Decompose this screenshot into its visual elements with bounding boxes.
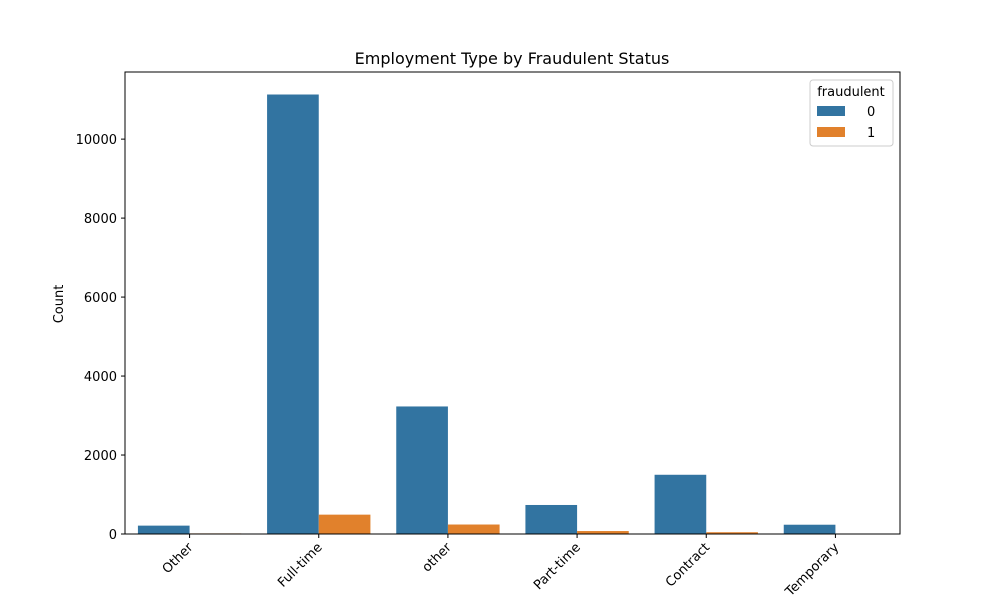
bar-contract-series-1 [706, 532, 758, 534]
x-tick-label: Contract [663, 540, 713, 590]
legend-label-1: 1 [867, 126, 875, 141]
y-tick-label: 2000 [84, 449, 117, 464]
legend-title: fraudulent [817, 85, 885, 100]
bar-other-series-0 [396, 406, 448, 534]
bar-temporary-series-0 [783, 524, 836, 534]
x-tick-label: Temporary [782, 540, 842, 600]
y-tick-label: 10000 [76, 133, 117, 148]
bar-other-series-1 [447, 524, 500, 534]
x-tick-label: Full-time [275, 540, 325, 590]
x-axis: Other Full-time other Part-time Contract Temp… [160, 534, 842, 600]
legend-swatch-1 [817, 127, 845, 137]
legend-swatch-0 [817, 106, 845, 116]
bar-full-time-series-1 [318, 514, 371, 534]
x-tick-label: other [420, 540, 456, 576]
y-tick-label: 0 [109, 528, 117, 543]
bars-group [137, 94, 836, 534]
y-axis-label: Count [52, 285, 67, 324]
y-axis: 0 2000 4000 6000 8000 10000 [76, 133, 125, 543]
x-tick-label: Other [160, 540, 197, 577]
y-tick-label: 6000 [84, 291, 117, 306]
chart-title: Employment Type by Fraudulent Status [355, 49, 670, 68]
bar-full-time-series-0 [267, 94, 319, 534]
legend-label-0: 0 [867, 105, 875, 120]
bar-other-series-0 [137, 525, 190, 534]
bar-part-time-series-0 [525, 504, 578, 534]
legend: fraudulent 0 1 [809, 79, 894, 147]
x-tick-label: Part-time [531, 540, 584, 593]
bar-contract-series-0 [654, 474, 707, 534]
y-tick-label: 4000 [84, 370, 117, 385]
plot-frame [124, 71, 901, 535]
y-tick-label: 8000 [84, 212, 117, 227]
bar-part-time-series-1 [577, 531, 629, 534]
